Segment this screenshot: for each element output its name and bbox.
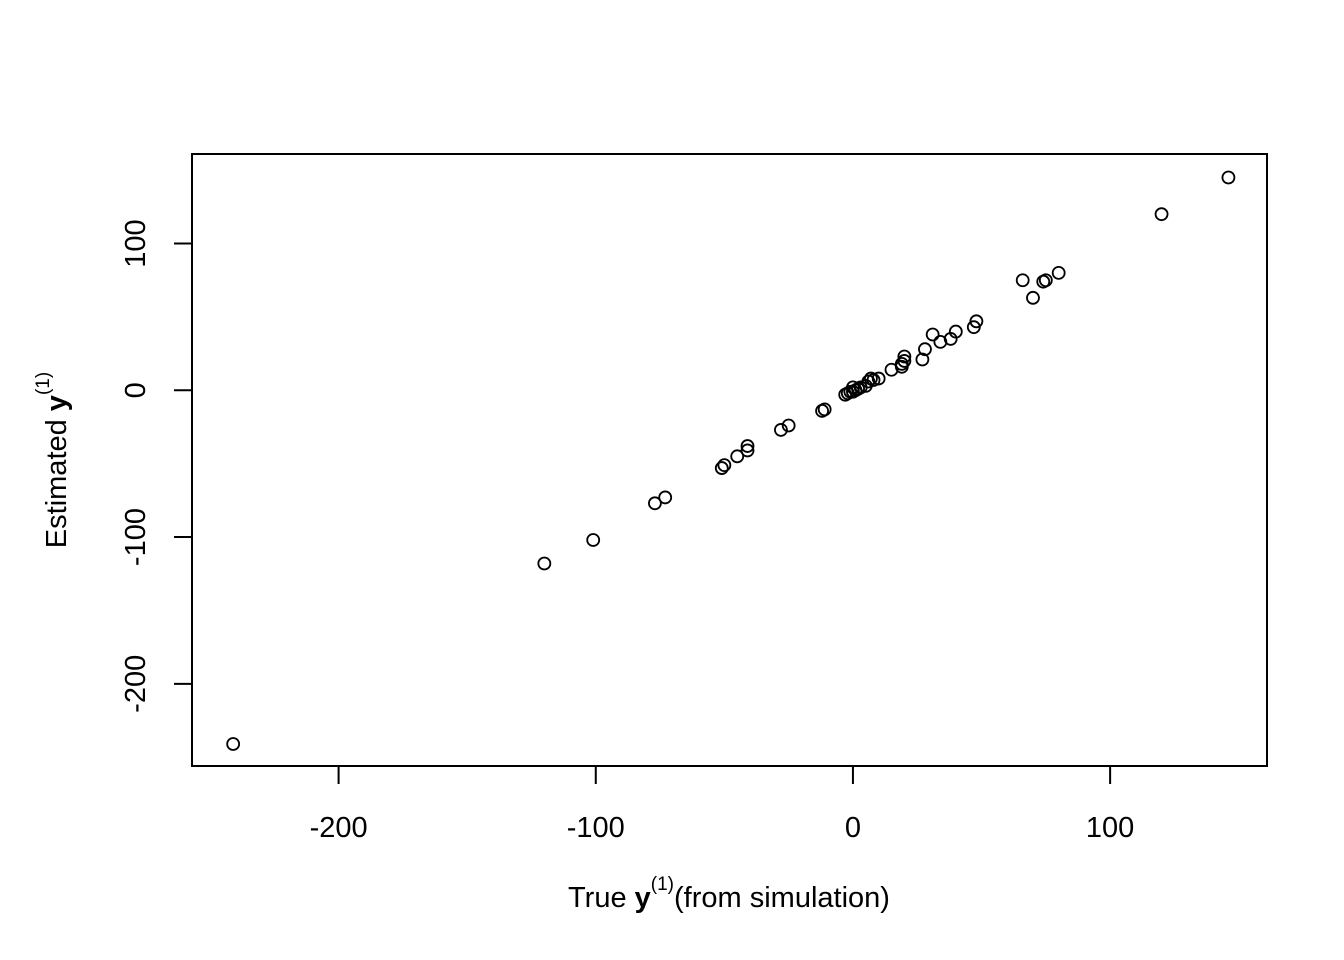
x-axis-label-superscript: (1) — [651, 874, 674, 895]
y-tick-label: 100 — [120, 219, 152, 267]
y-axis-label-superscript: (1) — [33, 372, 54, 395]
data-point — [897, 354, 912, 368]
x-tick-label: 100 — [1086, 812, 1134, 844]
data-point — [740, 439, 755, 453]
data-points — [226, 170, 1236, 751]
y-tick-label: -100 — [120, 508, 152, 566]
data-point — [948, 324, 963, 339]
data-point — [1221, 170, 1236, 185]
data-point — [897, 349, 912, 364]
y-tick-label: -200 — [120, 655, 152, 713]
x-axis: -200 -100 0 100 — [310, 765, 1134, 844]
data-point — [714, 461, 729, 475]
data-point — [1038, 273, 1053, 288]
data-point — [1026, 290, 1040, 305]
x-axis-label-bold: y — [635, 882, 651, 914]
data-point — [730, 449, 745, 464]
x-axis-label-prefix: True — [568, 882, 635, 914]
data-point — [774, 423, 788, 437]
data-point — [226, 737, 241, 751]
data-point — [740, 443, 755, 458]
y-tick-label: 0 — [120, 382, 152, 398]
x-tick-label: 0 — [845, 812, 861, 844]
y-axis-label-bold: y — [41, 395, 73, 411]
y-axis: -200 -100 0 100 — [120, 219, 193, 713]
data-point — [1015, 273, 1030, 288]
data-point — [817, 402, 832, 417]
data-point — [781, 418, 796, 433]
data-point — [894, 356, 909, 371]
x-axis-label: True y(1)(from simulation) — [568, 874, 890, 914]
data-point — [925, 327, 940, 342]
data-point — [1051, 265, 1066, 280]
data-point — [915, 352, 930, 367]
data-point — [717, 458, 732, 473]
data-point — [648, 496, 662, 511]
data-point — [871, 371, 886, 386]
x-axis-label-suffix: (from simulation) — [674, 882, 890, 914]
data-point — [537, 556, 552, 571]
data-point — [658, 490, 673, 505]
data-point — [969, 314, 984, 329]
data-point — [586, 533, 601, 547]
x-tick-label: -100 — [567, 812, 625, 844]
y-axis-label: Estimated y(1) — [33, 372, 73, 548]
data-point — [1154, 207, 1169, 222]
x-tick-label: -200 — [310, 812, 368, 844]
y-axis-label-prefix: Estimated — [41, 411, 73, 548]
data-point — [918, 342, 932, 357]
